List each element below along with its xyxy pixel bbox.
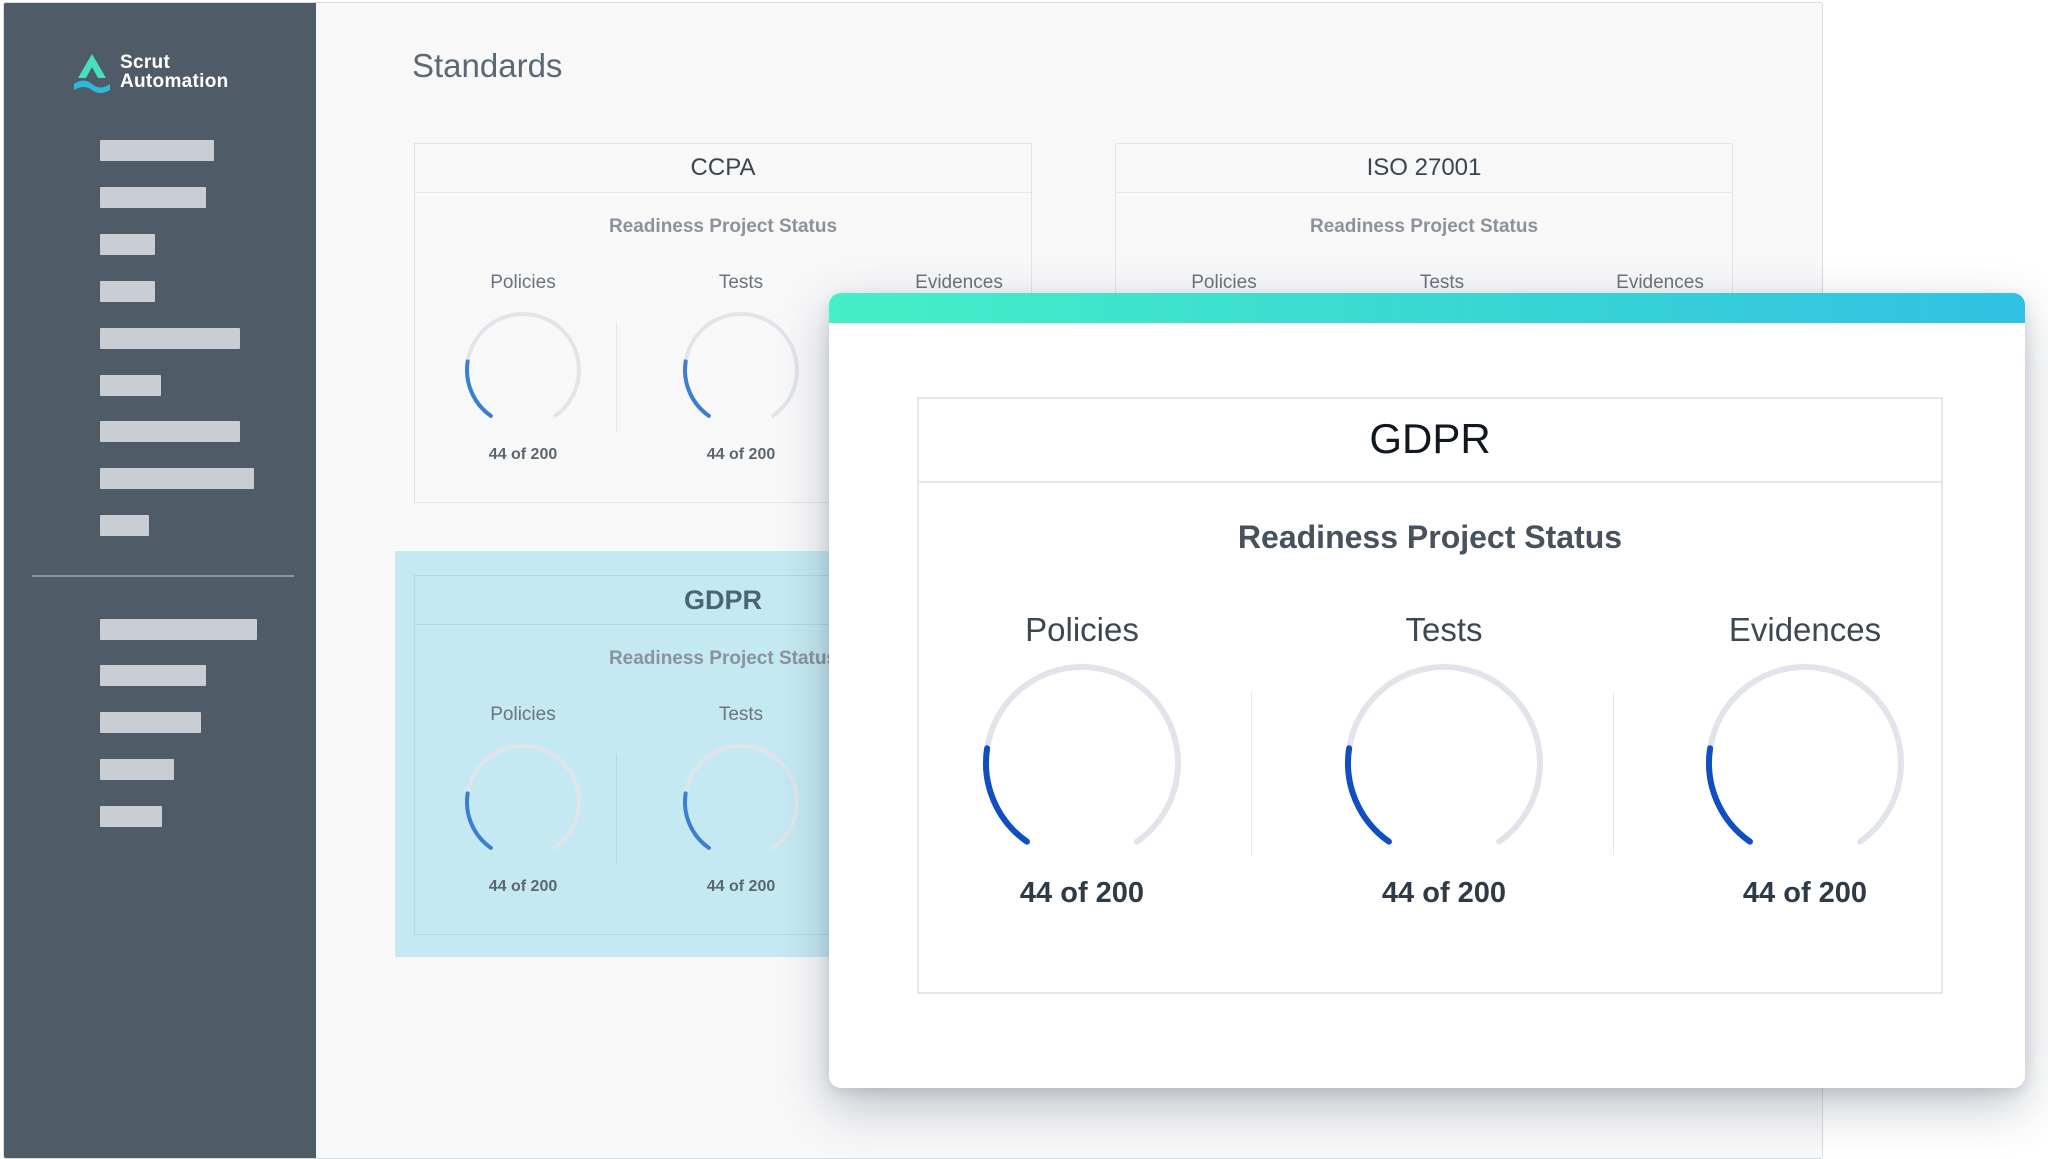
- logo-line1: Scrut: [120, 52, 171, 73]
- metric-divider: [1613, 692, 1614, 855]
- metric-divider: [616, 322, 617, 432]
- metric-label: Policies: [490, 272, 556, 293]
- progress-gauge: [1345, 664, 1543, 845]
- sidebar-item-13[interactable]: [100, 759, 174, 780]
- sidebar-item-11[interactable]: [100, 665, 206, 686]
- modal-title: GDPR: [919, 399, 1941, 483]
- metric-divider: [616, 754, 617, 864]
- sidebar-divider: [32, 575, 294, 577]
- card-title: ISO 27001: [1116, 144, 1732, 193]
- gauge-progress: [683, 791, 711, 850]
- metric-value: 44 of 200: [488, 878, 558, 895]
- metric-tests: Tests 44 of 200: [641, 704, 841, 896]
- gauge-track: [683, 312, 799, 418]
- sidebar-item-7[interactable]: [100, 421, 240, 442]
- progress-gauge: [683, 312, 799, 418]
- modal-metric-tests: Tests 44 of 200: [1294, 611, 1594, 910]
- progress-gauge: [983, 664, 1181, 845]
- metric-label: Tests: [718, 272, 764, 293]
- logo[interactable]: Scrut Automation: [70, 51, 250, 95]
- gdpr-status-card: GDPR Readiness Project Status Policies 4…: [917, 397, 1943, 994]
- gauge-progress: [683, 359, 711, 418]
- metric-value: 44 of 200: [1381, 877, 1507, 909]
- card-subtitle: Readiness Project Status: [1309, 216, 1539, 237]
- logo-line2: Automation: [120, 71, 229, 92]
- modal-subtitle: Readiness Project Status: [1237, 519, 1623, 555]
- sidebar-item-10[interactable]: [100, 619, 257, 640]
- modal-metric-policies: Policies 44 of 200: [932, 611, 1232, 910]
- gauge-track: [1706, 664, 1904, 845]
- gauge-progress: [465, 791, 493, 850]
- metric-policies: Policies 44 of 200: [423, 272, 623, 464]
- metric-label: Tests: [1419, 272, 1465, 293]
- metric-value: 44 of 200: [706, 878, 776, 895]
- metric-tests: Tests: [1342, 272, 1542, 294]
- metric-evidences: Evidences: [859, 272, 1059, 294]
- gdpr-detail-modal: GDPR Readiness Project Status Policies 4…: [829, 293, 2025, 1088]
- gauge-progress: [983, 745, 1030, 845]
- progress-gauge: [1706, 664, 1904, 845]
- metric-label: Evidences: [1728, 611, 1882, 648]
- page-title: Standards: [412, 47, 563, 84]
- modal-metric-evidences: Evidences 44 of 200: [1655, 611, 1955, 910]
- metric-label: Tests: [1405, 611, 1483, 648]
- card-subtitle: Readiness Project Status: [608, 216, 838, 237]
- gauge-progress: [1345, 745, 1392, 845]
- metric-value: 44 of 200: [488, 446, 558, 463]
- metric-tests: Tests 44 of 200: [641, 272, 841, 464]
- metric-policies: Policies: [1124, 272, 1324, 294]
- metric-label: Policies: [1191, 272, 1257, 293]
- metric-value: 44 of 200: [1742, 877, 1868, 909]
- metric-evidences: Evidences: [1560, 272, 1760, 294]
- metric-label: Policies: [490, 704, 556, 725]
- metric-label: Evidences: [1616, 272, 1704, 293]
- sidebar-item-5[interactable]: [100, 328, 240, 349]
- progress-gauge: [683, 744, 799, 850]
- sidebar-item-8[interactable]: [100, 468, 254, 489]
- gauge-track: [1345, 664, 1543, 845]
- metric-value: 44 of 200: [1019, 877, 1145, 909]
- sidebar-item-3[interactable]: [100, 234, 155, 255]
- metric-label: Tests: [718, 704, 764, 725]
- sidebar-item-12[interactable]: [100, 712, 201, 733]
- logo-text: Scrut Automation: [120, 53, 229, 91]
- metric-value: 44 of 200: [706, 446, 776, 463]
- gauge-track: [683, 744, 799, 850]
- sidebar-item-6[interactable]: [100, 375, 161, 396]
- modal-accent-bar: [829, 293, 2025, 323]
- progress-gauge: [465, 312, 581, 418]
- sidebar: Scrut Automation: [4, 3, 316, 1158]
- sidebar-item-2[interactable]: [100, 187, 206, 208]
- metric-label: Policies: [1025, 611, 1139, 648]
- sidebar-item-4[interactable]: [100, 281, 155, 302]
- metric-label: Evidences: [915, 272, 1003, 293]
- card-subtitle: Readiness Project Status: [608, 648, 838, 669]
- card-title: GDPR: [415, 576, 1031, 625]
- gauge-progress: [1706, 745, 1753, 845]
- selected-card-highlight: GDPR Readiness Project Status Policies 4…: [395, 551, 1032, 957]
- sidebar-item-14[interactable]: [100, 806, 162, 827]
- gauge-track: [465, 744, 581, 850]
- scrut-logo-icon: [74, 54, 110, 93]
- gauge-track: [465, 312, 581, 418]
- metric-policies: Policies 44 of 200: [423, 704, 623, 896]
- sidebar-item-1[interactable]: [100, 140, 214, 161]
- gauge-progress: [465, 359, 493, 418]
- gauge-track: [983, 664, 1181, 845]
- metric-divider: [1251, 692, 1252, 855]
- card-title: CCPA: [415, 144, 1031, 193]
- sidebar-item-9[interactable]: [100, 515, 149, 536]
- progress-gauge: [465, 744, 581, 850]
